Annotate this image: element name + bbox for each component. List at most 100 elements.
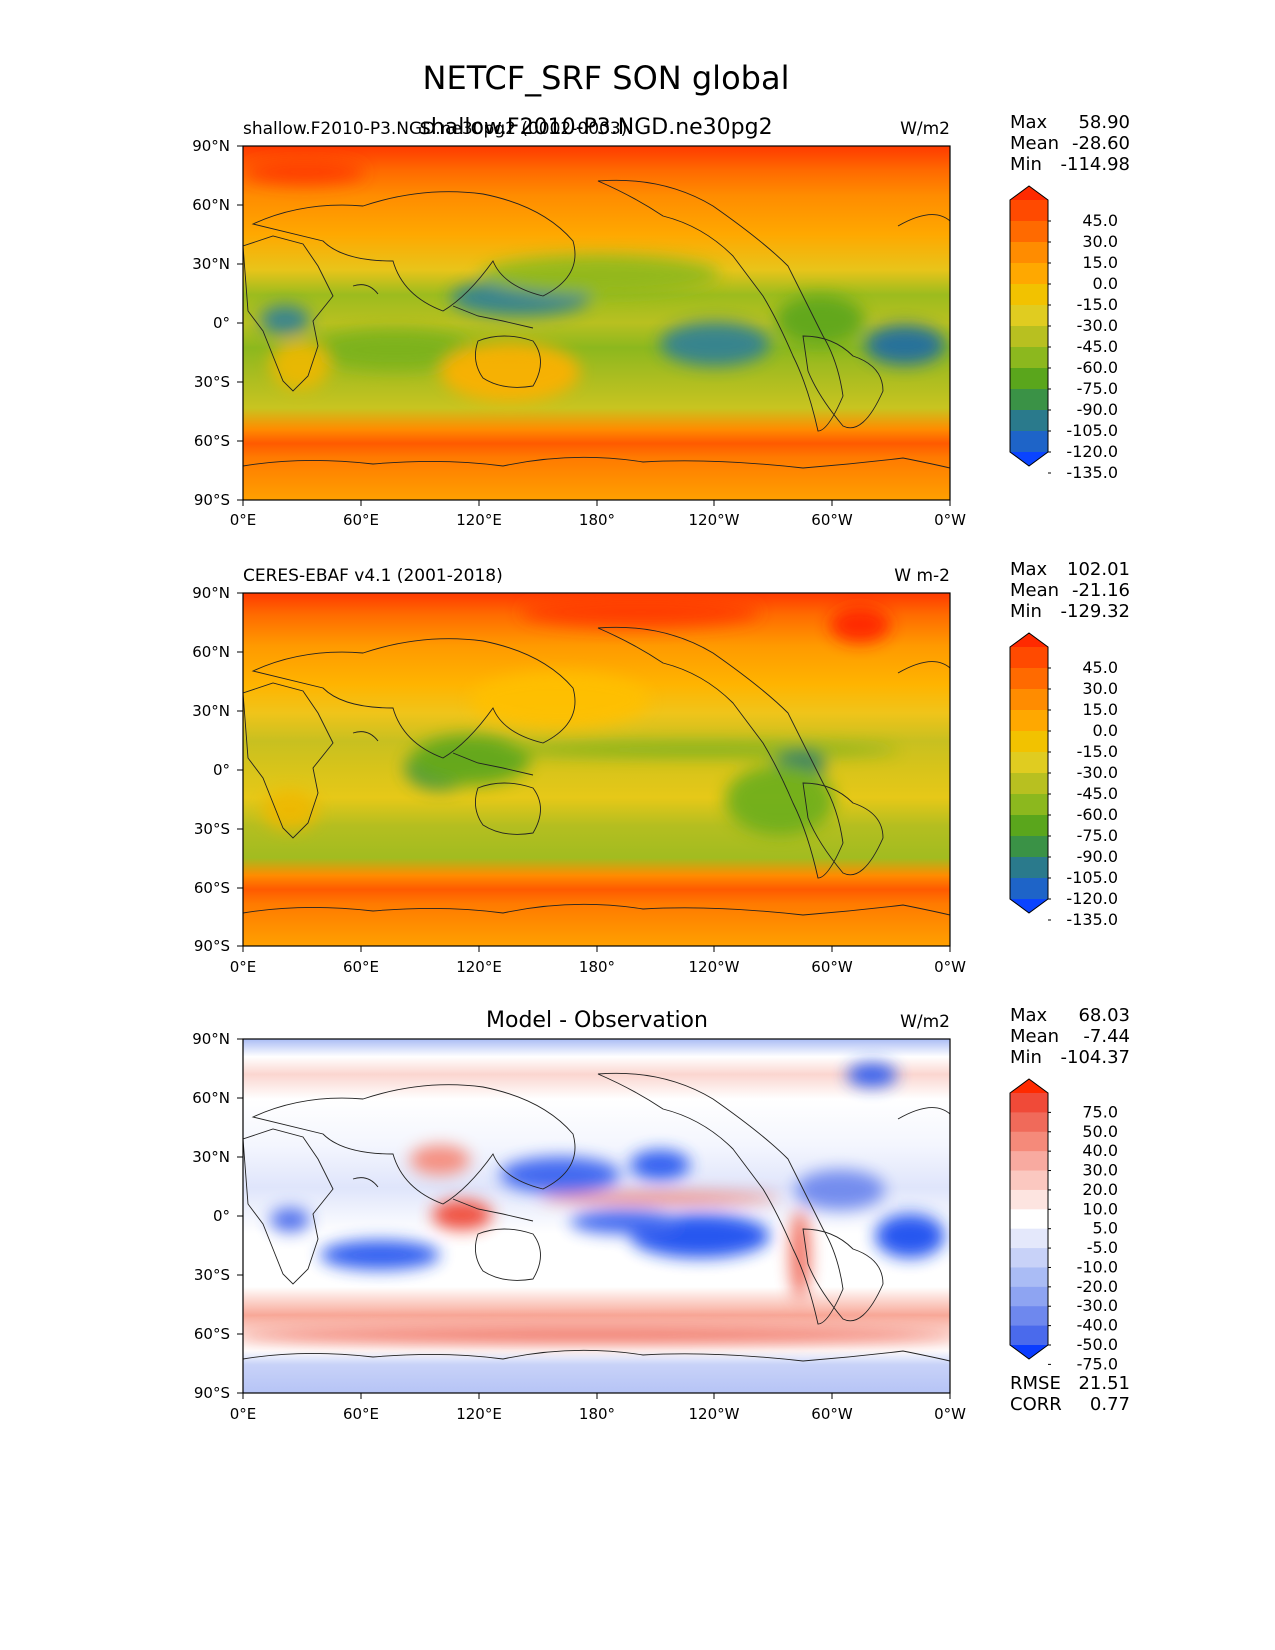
x-tick-label: 60°E xyxy=(343,958,379,976)
colorbar-segment xyxy=(1010,773,1048,795)
x-tick-label: 120°E xyxy=(456,1405,502,1423)
stat-value: 68.03 xyxy=(1078,1005,1130,1026)
colorbar-segment xyxy=(1010,1189,1048,1210)
stat-label: Min xyxy=(1010,154,1042,175)
stat-label: Mean xyxy=(1010,133,1059,154)
colorbar-model: 45.0 30.0 15.0 0.0 -15.0 -30.0 -45.0 -60.0 -75.0… xyxy=(1009,185,1118,482)
colorbar-level-label: -90.0 xyxy=(1077,847,1118,866)
stat-label: Max xyxy=(1010,559,1048,580)
colorbar-level-label: -105.0 xyxy=(1066,421,1118,440)
y-tick-label: 30°S xyxy=(194,820,230,838)
axis-ticks-difference xyxy=(237,1038,951,1399)
stat-label: Min xyxy=(1010,601,1042,622)
colorbar-segment xyxy=(1010,689,1048,711)
colorbar-level-label: -75.0 xyxy=(1077,826,1118,845)
colorbar-level-label: 0.0 xyxy=(1093,721,1118,740)
y-tick-label: 60°N xyxy=(192,1089,230,1107)
colorbar-segment xyxy=(1010,1093,1048,1113)
y-tick-label: 90°N xyxy=(192,1030,230,1048)
y-tick-label: 30°N xyxy=(192,1148,230,1166)
colorbar-segment xyxy=(1010,284,1048,306)
x-tick-label: 60°W xyxy=(811,511,853,529)
colorbar-segment xyxy=(1010,836,1048,858)
map-difference xyxy=(243,1039,950,1393)
colorbar-level-label: 20.0 xyxy=(1082,1180,1118,1199)
colorbar-level-label: -5.0 xyxy=(1087,1238,1118,1257)
colorbar-segment xyxy=(1010,200,1048,222)
colorbar-segment xyxy=(1010,1112,1048,1133)
colorbar-level-label: -135.0 xyxy=(1066,463,1118,482)
colorbar-level-label: 50.0 xyxy=(1082,1122,1118,1141)
y-tick-label: 60°S xyxy=(194,432,230,450)
colorbar-level-label: -120.0 xyxy=(1066,889,1118,908)
stat-value: -114.98 xyxy=(1061,154,1130,175)
panel-observation: CERES-EBAF v4.1 (2001-2018) W m-2 xyxy=(192,559,1130,976)
colorbar-level-label: 15.0 xyxy=(1082,700,1118,719)
panel-model-units: W/m2 xyxy=(900,119,950,139)
stat-label: Mean xyxy=(1010,580,1059,601)
stat-value: -7.44 xyxy=(1083,1026,1130,1047)
figure-title: NETCF_SRF SON global xyxy=(423,59,790,97)
y-tick-label: 60°S xyxy=(194,1325,230,1343)
colorbar-segment xyxy=(1010,431,1048,453)
panel-difference-title: Model - Observation xyxy=(486,1008,708,1033)
x-tick-label: 180° xyxy=(579,958,615,976)
colorbar-segment xyxy=(1010,1170,1048,1191)
colorbar-segment xyxy=(1010,815,1048,837)
y-tick-label: 0° xyxy=(213,1207,230,1225)
colorbar-segment xyxy=(1010,221,1048,243)
colorbar-difference: 75.050.040.030.020.010.05.0-5.0-10.0-20.… xyxy=(1009,1078,1118,1373)
colorbar-level-label: -20.0 xyxy=(1077,1277,1118,1296)
stats-model: Max 58.90 Mean -28.60 Min -114.98 xyxy=(1010,112,1130,175)
x-tick-label: 180° xyxy=(579,1405,615,1423)
colorbar-segment xyxy=(1010,731,1048,753)
colorbar-level-label: -40.0 xyxy=(1077,1316,1118,1335)
y-tick-label: 90°S xyxy=(194,937,230,955)
y-tick-label: 30°S xyxy=(194,1266,230,1284)
y-tick-label: 30°N xyxy=(192,702,230,720)
colorbar-segment xyxy=(1010,1131,1048,1152)
stat-value: 58.90 xyxy=(1078,112,1130,133)
colorbar-level-label: 40.0 xyxy=(1082,1141,1118,1160)
colorbar-segment xyxy=(1010,263,1048,285)
colorbar-extend-max xyxy=(1010,633,1048,647)
coastlines-difference xyxy=(243,1072,950,1362)
panel-observation-units: W m-2 xyxy=(894,566,950,586)
x-tick-label: 0°W xyxy=(934,958,966,976)
colorbar-level-label: 15.0 xyxy=(1082,253,1118,272)
colorbar-extend-min xyxy=(1010,452,1048,466)
colorbar-level-label: -50.0 xyxy=(1077,1335,1118,1354)
colorbar-segment xyxy=(1010,1151,1048,1172)
colorbar-level-label: -105.0 xyxy=(1066,868,1118,887)
panel-difference-units: W/m2 xyxy=(900,1012,950,1032)
x-tick-label: 0°E xyxy=(230,958,257,976)
colorbar-level-label: -30.0 xyxy=(1077,763,1118,782)
stat-value: -28.60 xyxy=(1072,133,1130,154)
metrics-difference: RMSE 21.51 CORR 0.77 xyxy=(1010,1373,1130,1415)
colorbar-segment xyxy=(1010,710,1048,732)
x-tick-label: 180° xyxy=(579,511,615,529)
y-tick-label: 90°S xyxy=(194,1384,230,1402)
stat-value: -104.37 xyxy=(1061,1047,1130,1068)
colorbar-level-label: -120.0 xyxy=(1066,442,1118,461)
y-tick-label: 60°N xyxy=(192,196,230,214)
colorbar-segment xyxy=(1010,647,1048,669)
colorbar-segment xyxy=(1010,1306,1048,1327)
stat-label: Min xyxy=(1010,1047,1042,1068)
x-tick-label: 0°E xyxy=(230,511,257,529)
metric-value: 21.51 xyxy=(1078,1373,1130,1394)
colorbar-extend-min xyxy=(1010,1345,1048,1359)
panel-model-title: shallow.F2010-P3.NGD.ne30pg2 (0002-0003) xyxy=(243,119,627,139)
stats-difference: Max 68.03 Mean -7.44 Min -104.37 xyxy=(1010,1005,1130,1068)
colorbar-level-label: -45.0 xyxy=(1077,784,1118,803)
colorbar-level-label: -75.0 xyxy=(1077,1354,1118,1373)
x-tick-label: 0°E xyxy=(230,1405,257,1423)
figure-subtitle: shallow.F2010-P3.NGD.ne30pg2 xyxy=(419,115,772,140)
colorbar-segment xyxy=(1010,1267,1048,1288)
x-tick-label: 120°E xyxy=(456,511,502,529)
stat-value: -21.16 xyxy=(1072,580,1130,601)
colorbar-segment xyxy=(1010,1325,1048,1346)
stat-value: 102.01 xyxy=(1067,559,1130,580)
x-tick-label: 120°W xyxy=(689,1405,740,1423)
